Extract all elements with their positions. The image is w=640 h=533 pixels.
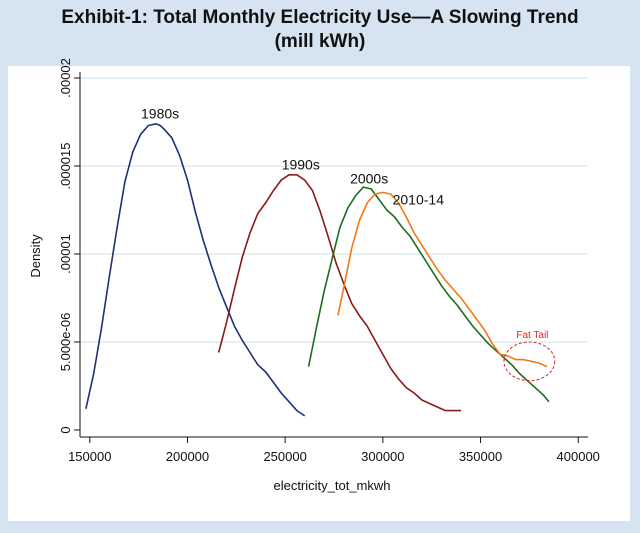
series-layer [85, 123, 550, 417]
annotation-layer: Fat Tail [503, 330, 556, 382]
chart-subtitle: (mill kWh) [274, 31, 366, 52]
series-line-1990s [217, 174, 461, 412]
chart-title: Exhibit-1: Total Monthly Electricity Use… [61, 7, 579, 28]
series-label-1990s: 1990s [282, 157, 320, 173]
y-axis-title: Density [28, 234, 43, 278]
axes-layer: 0 5.000e-06 .00001 .000015 .00002 150000 20000… [58, 58, 600, 464]
fat-tail-label: Fat Tail [516, 330, 548, 341]
y-tick-label: 0 [58, 426, 73, 433]
series-label-2000s: 2000s [350, 171, 388, 187]
labels-layer: 1980s 1990s 2000s 2010-14 [141, 105, 444, 207]
x-tick-label: 200000 [166, 449, 209, 464]
series-line-1980s [85, 123, 306, 417]
series-label-2010-14: 2010-14 [393, 192, 445, 208]
x-tick-label: 300000 [361, 449, 404, 464]
x-tick-label: 350000 [459, 449, 502, 464]
series-line-2010-14 [337, 191, 548, 368]
x-axis-title: electricity_tot_mkwh [273, 478, 390, 493]
series-label-1980s: 1980s [141, 105, 179, 121]
x-tick-label: 400000 [557, 449, 600, 464]
chart-title-block: Exhibit-1: Total Monthly Electricity Use… [0, 6, 640, 54]
y-tick-label: .00002 [58, 58, 73, 98]
outer-panel [8, 66, 630, 521]
x-tick-label: 150000 [68, 449, 111, 464]
y-tick-label: .000015 [58, 142, 73, 189]
x-tick-label: 250000 [263, 449, 306, 464]
y-tick-label: .00001 [58, 234, 73, 274]
y-tick-label: 5.000e-06 [58, 313, 73, 372]
fat-tail-ellipse [503, 341, 556, 382]
series-line-2000s [307, 186, 550, 403]
